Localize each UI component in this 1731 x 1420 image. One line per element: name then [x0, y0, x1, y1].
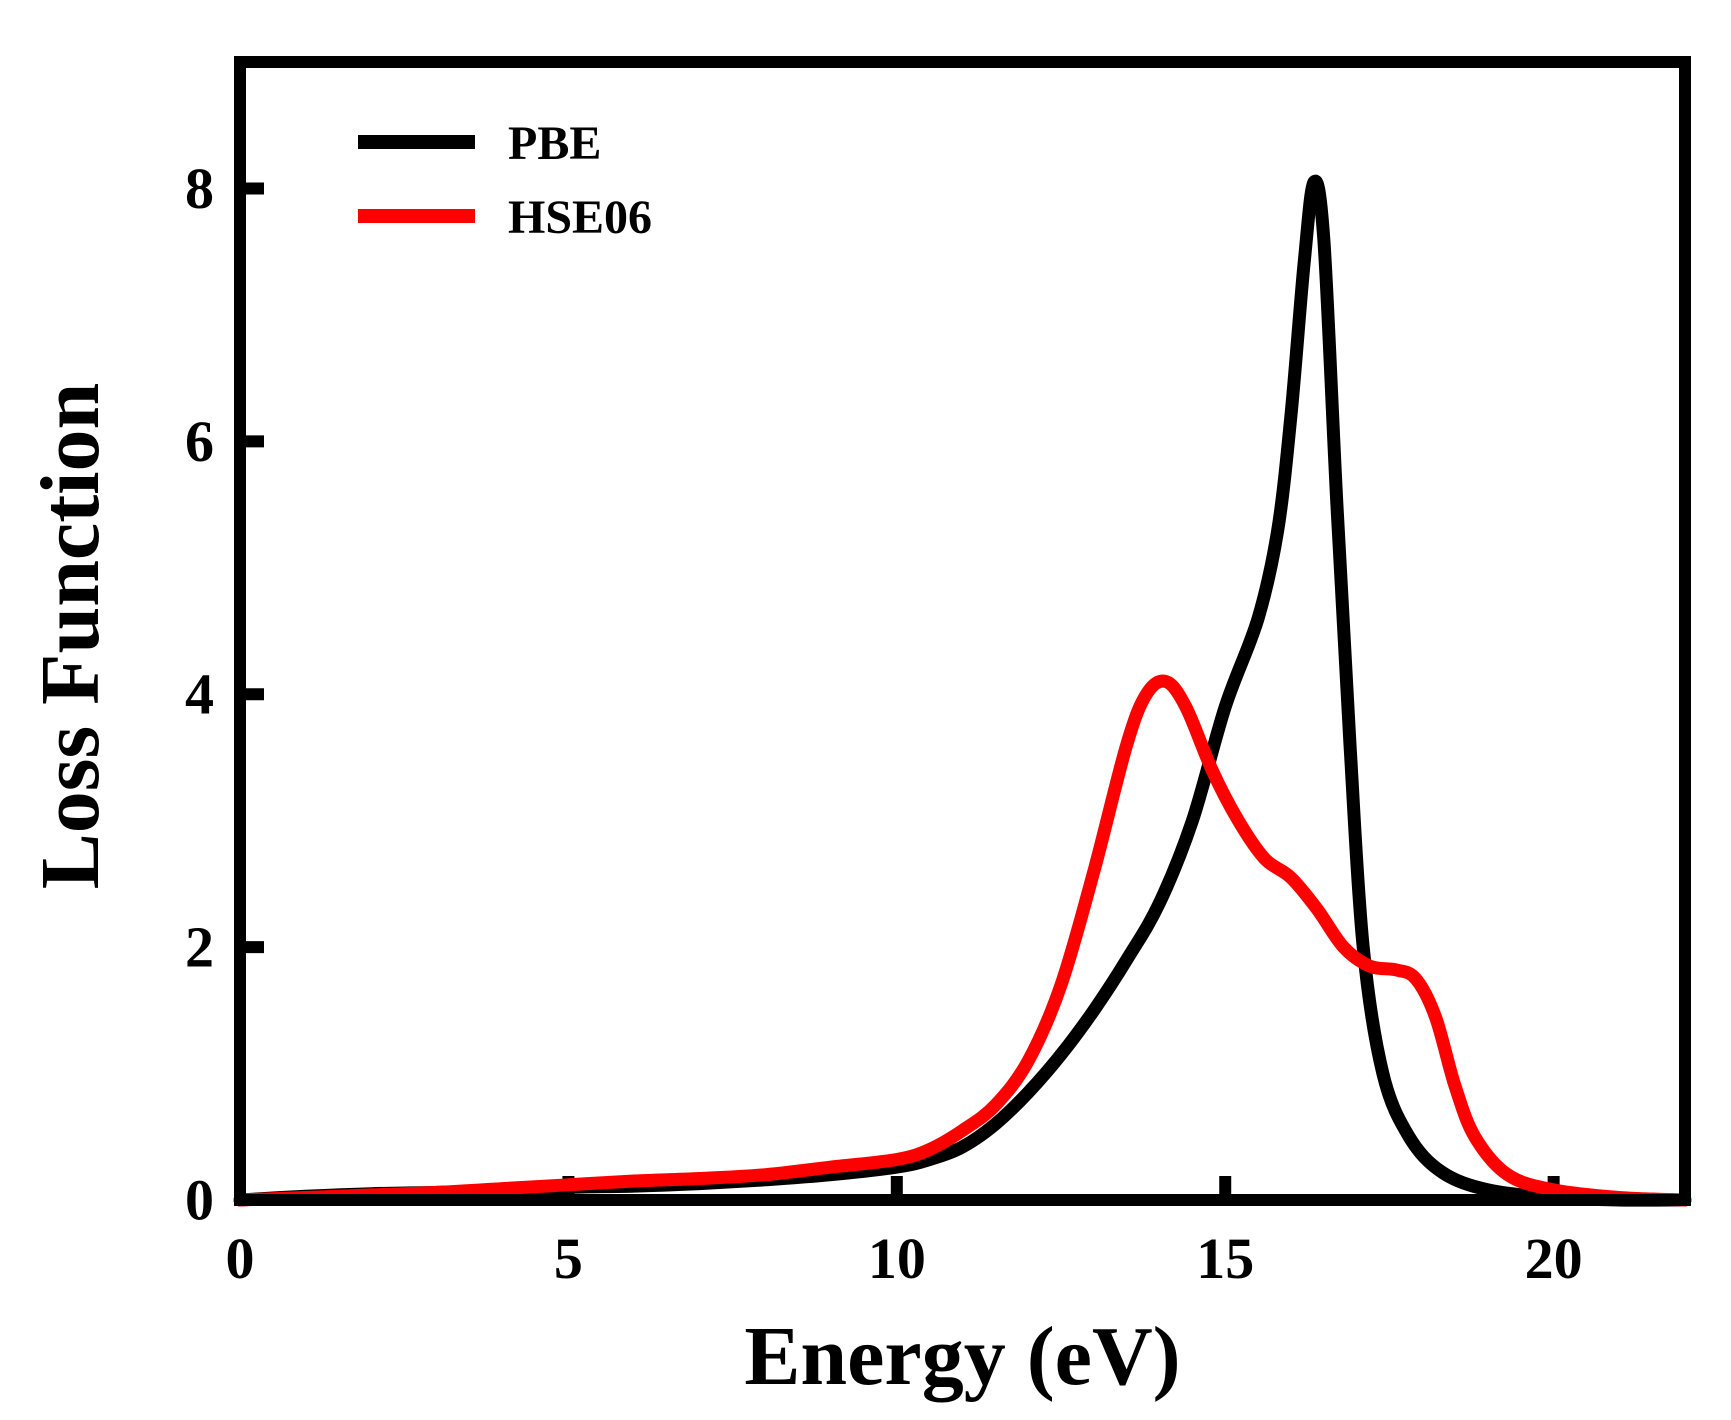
series-line-hse06: [233, 674, 1692, 1207]
x-tick-label: 15: [1196, 1226, 1254, 1291]
x-tick-label: 20: [1525, 1226, 1583, 1291]
y-axis-title: Loss Function: [24, 383, 117, 889]
x-axis-title: Energy (eV): [744, 1310, 1180, 1403]
y-tick-label: 4: [185, 662, 214, 727]
series-line-pbe: [233, 174, 1692, 1207]
series-layer: [233, 174, 1692, 1207]
y-axis-ticks: 0 2 4 6 8: [185, 156, 264, 1233]
y-tick-label: 0: [185, 1168, 214, 1233]
legend-label-pbe: PBE: [508, 117, 601, 170]
x-tick-label: 10: [868, 1226, 926, 1291]
x-tick-label: 5: [554, 1226, 583, 1291]
y-tick-label: 8: [185, 156, 214, 221]
plot-frame: [234, 56, 1691, 1206]
y-tick-label: 6: [185, 409, 214, 474]
y-tick-label: 2: [185, 915, 214, 980]
legend-label-hse06: HSE06: [508, 191, 652, 244]
x-tick-label: 0: [226, 1226, 255, 1291]
legend: PBE HSE06: [358, 117, 652, 244]
